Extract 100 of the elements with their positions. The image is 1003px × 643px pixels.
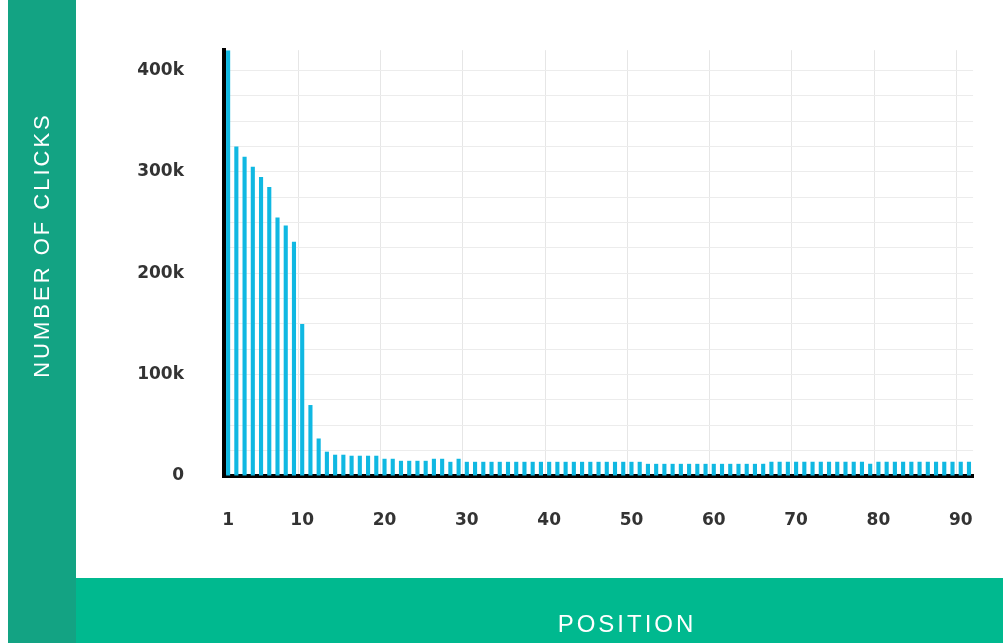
bar [818, 461, 823, 476]
x-tick-label: 40 [537, 508, 562, 529]
y-axis-title: NUMBER OF CLICKS [29, 112, 55, 378]
bar [300, 323, 305, 476]
bar [316, 438, 321, 476]
bar [917, 461, 922, 476]
bar [884, 461, 889, 476]
bar [695, 463, 700, 476]
bar [950, 461, 955, 476]
bar [242, 156, 247, 476]
x-tick-label: 60 [701, 508, 726, 529]
y-tick-label: 300k [137, 160, 185, 181]
bar [843, 461, 848, 476]
bar [876, 461, 881, 476]
bar [596, 461, 601, 476]
bar [711, 463, 716, 476]
x-tick-label: 70 [784, 508, 809, 529]
bar [448, 461, 453, 476]
bar [851, 461, 856, 476]
bar [942, 461, 947, 476]
bar [398, 460, 404, 476]
bar [629, 461, 634, 476]
bar [868, 463, 873, 476]
bar [802, 461, 807, 476]
bar [678, 463, 683, 476]
bar [769, 461, 774, 476]
bar [366, 455, 371, 476]
y-tick-label: 0 [172, 464, 185, 485]
bar [275, 217, 280, 476]
bar [514, 461, 519, 476]
bar [571, 461, 576, 476]
x-tick-label: 20 [372, 508, 397, 529]
bar [481, 461, 486, 476]
bar [604, 461, 609, 476]
bar [464, 461, 469, 476]
bar [901, 461, 906, 476]
bar [752, 463, 757, 476]
bar [440, 458, 445, 476]
bar [892, 461, 897, 476]
bar [267, 187, 272, 476]
bar [522, 461, 527, 476]
bar [341, 454, 346, 476]
bar [505, 461, 511, 476]
bar [357, 455, 362, 476]
bar [555, 461, 560, 476]
bar [728, 463, 733, 476]
bar [580, 461, 585, 476]
bar [826, 461, 832, 476]
x-tick-label: 50 [619, 508, 644, 529]
bar [744, 463, 749, 476]
x-tick-label: 30 [455, 508, 479, 529]
bar [654, 463, 659, 476]
bar [859, 461, 865, 476]
bar [612, 461, 618, 476]
bar [374, 455, 379, 476]
y-tick-label: 200k [137, 261, 185, 282]
bar [423, 460, 428, 476]
bar [258, 176, 264, 476]
bar [761, 463, 766, 476]
bar [489, 461, 494, 476]
bar [333, 454, 338, 476]
bar [308, 405, 313, 476]
bar [250, 166, 255, 476]
bar [909, 461, 914, 476]
bar [431, 458, 436, 476]
bar [415, 460, 420, 476]
bar [324, 451, 329, 476]
bar [958, 461, 963, 476]
bar [645, 463, 650, 476]
bar [703, 463, 708, 476]
bar [563, 461, 568, 476]
bar [687, 463, 692, 476]
bar [736, 463, 741, 476]
y-tick-label: 100k [137, 363, 185, 384]
bar [538, 461, 543, 476]
bar [925, 461, 930, 476]
bar [966, 461, 972, 476]
bar [291, 241, 297, 476]
x-tick-label: 1 [222, 508, 235, 529]
bar [794, 461, 799, 476]
bar [662, 463, 667, 476]
bar [390, 458, 395, 476]
bar [547, 461, 552, 476]
x-axis-title: POSITION [557, 610, 697, 638]
bar [473, 461, 478, 476]
bar [588, 461, 593, 476]
x-tick-label: 80 [866, 508, 891, 529]
bar [530, 461, 535, 476]
x-tick-label: 10 [290, 508, 315, 529]
bar [637, 461, 642, 476]
bar [283, 225, 288, 476]
bar [234, 146, 239, 476]
bar [777, 461, 782, 476]
bar [785, 461, 790, 476]
bar [933, 461, 939, 476]
bar [810, 461, 815, 476]
bar [349, 455, 354, 476]
bar [407, 460, 412, 476]
y-tick-label: 400k [137, 58, 185, 79]
bar [621, 461, 626, 476]
